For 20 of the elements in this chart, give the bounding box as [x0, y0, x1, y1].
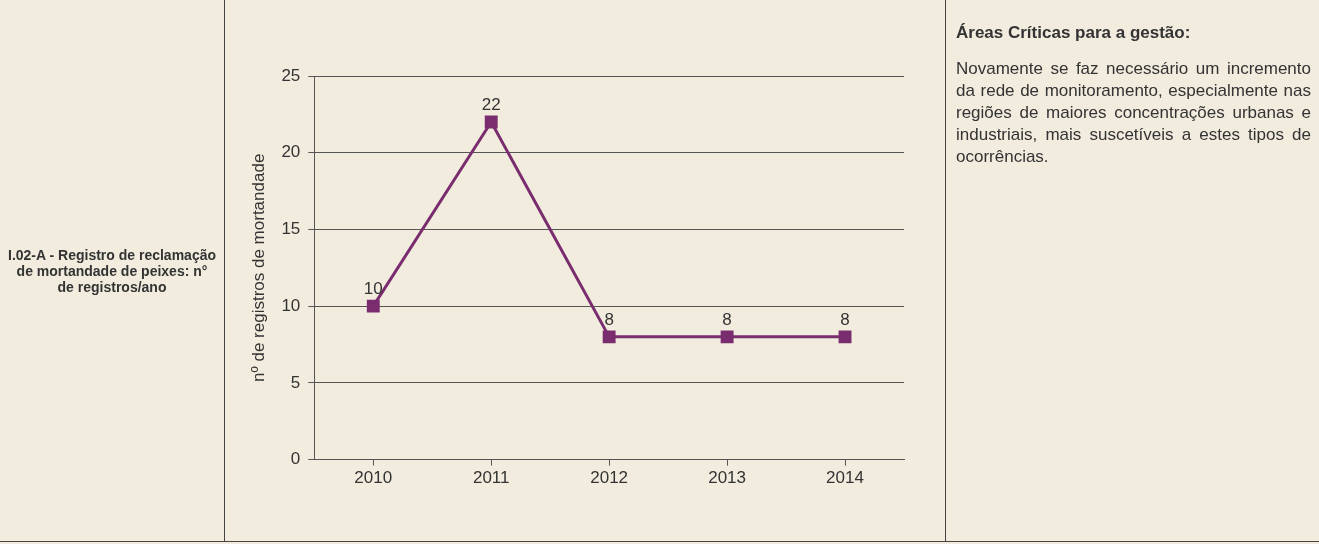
y-tick-label: 15 — [281, 219, 301, 239]
x-tick-label: 2011 — [472, 468, 510, 488]
y-tick-label: 10 — [281, 295, 301, 315]
y-axis-title: nº de registros de mortandade — [248, 153, 268, 382]
text: I.02-A - Registro de reclamação de mortandade de peixes: n° de registros/ano — [0, 0, 225, 542]
data-label: 10 — [363, 279, 383, 299]
x-tick-label: 2012 — [590, 468, 629, 488]
y-tick-label: 0 — [290, 449, 301, 469]
y-tick-label: 5 — [290, 372, 301, 392]
text: Áreas Críticas para a gestão: — [956, 22, 1192, 44]
x-tick-label: 2014 — [826, 468, 864, 488]
x-tick-label: 2013 — [708, 468, 747, 488]
data-label: 8 — [722, 310, 732, 330]
data-label: 22 — [481, 95, 501, 115]
data-label: 8 — [604, 310, 614, 330]
x-tick-label: 2010 — [354, 468, 393, 488]
text: Novamente se faz necessário um incremento da rede de monitoramento, especialmente nas regiões de maiores concentrações urbanas e industriais, mais suscetíveis a estes tipos de ocorrências. — [956, 58, 1311, 169]
y-tick-label: 25 — [281, 65, 301, 85]
data-label: 8 — [840, 310, 850, 330]
y-tick-label: 20 — [281, 142, 301, 162]
